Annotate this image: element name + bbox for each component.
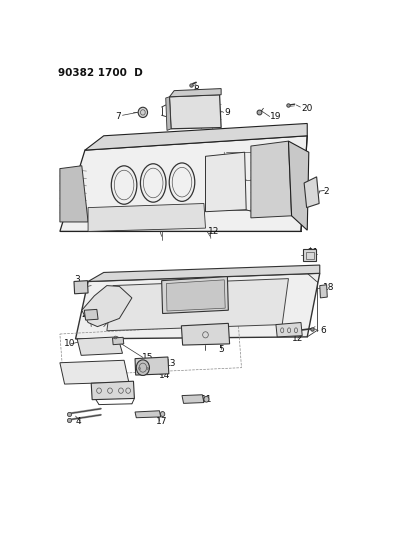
Text: 7: 7 xyxy=(115,112,121,121)
Polygon shape xyxy=(76,273,320,339)
Polygon shape xyxy=(88,204,206,231)
Text: 19: 19 xyxy=(270,112,282,121)
Text: 16: 16 xyxy=(74,370,86,379)
Text: 14: 14 xyxy=(159,372,170,381)
Polygon shape xyxy=(60,166,88,222)
Text: 2: 2 xyxy=(323,187,329,196)
Text: 1: 1 xyxy=(159,222,164,231)
Polygon shape xyxy=(107,279,288,330)
Polygon shape xyxy=(166,280,225,311)
Text: 22: 22 xyxy=(81,310,92,319)
Text: 13: 13 xyxy=(165,359,177,368)
Ellipse shape xyxy=(204,397,209,402)
Text: 6: 6 xyxy=(321,326,326,335)
Polygon shape xyxy=(182,395,204,403)
Text: 3: 3 xyxy=(74,275,80,284)
Polygon shape xyxy=(77,337,122,356)
Polygon shape xyxy=(166,97,171,131)
Ellipse shape xyxy=(136,360,149,375)
Text: 10: 10 xyxy=(63,340,75,349)
Polygon shape xyxy=(276,322,302,337)
Text: 20: 20 xyxy=(301,104,313,113)
Text: 15: 15 xyxy=(142,353,153,362)
Text: 12: 12 xyxy=(208,227,219,236)
Text: 8: 8 xyxy=(193,85,199,94)
Polygon shape xyxy=(288,141,309,230)
Polygon shape xyxy=(74,281,88,294)
Polygon shape xyxy=(88,265,320,281)
Polygon shape xyxy=(170,95,221,129)
Polygon shape xyxy=(60,360,129,384)
Polygon shape xyxy=(251,141,292,218)
Polygon shape xyxy=(162,277,228,313)
Text: 17: 17 xyxy=(156,416,167,425)
Text: 4: 4 xyxy=(75,416,81,425)
Polygon shape xyxy=(181,324,229,345)
Polygon shape xyxy=(304,177,319,207)
Polygon shape xyxy=(170,88,221,97)
Polygon shape xyxy=(60,136,307,231)
Text: 90382 1700  D: 90382 1700 D xyxy=(58,68,143,78)
Ellipse shape xyxy=(160,411,165,416)
Polygon shape xyxy=(112,337,124,345)
Polygon shape xyxy=(320,285,327,298)
Text: 18: 18 xyxy=(323,283,334,292)
Polygon shape xyxy=(85,124,307,150)
Polygon shape xyxy=(91,381,135,400)
Polygon shape xyxy=(135,357,169,375)
Text: 21: 21 xyxy=(308,248,319,257)
Polygon shape xyxy=(84,309,98,320)
Polygon shape xyxy=(135,411,161,418)
Polygon shape xyxy=(82,286,132,327)
Text: 12: 12 xyxy=(292,334,303,343)
Polygon shape xyxy=(303,249,316,261)
Text: 12: 12 xyxy=(111,392,122,401)
Text: 11: 11 xyxy=(201,395,212,404)
Text: 5: 5 xyxy=(218,345,224,354)
Ellipse shape xyxy=(138,107,147,117)
Text: 9: 9 xyxy=(225,108,230,117)
Polygon shape xyxy=(206,152,246,212)
